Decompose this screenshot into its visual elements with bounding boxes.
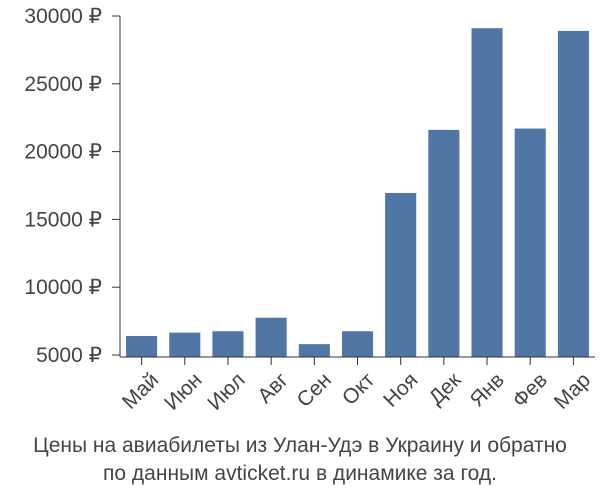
y-tick-label: 25000 ₽ — [24, 73, 102, 96]
bar-2 — [169, 332, 201, 357]
bar-1 — [126, 336, 158, 357]
x-tick-label: Авг — [253, 368, 293, 408]
bar-6 — [341, 331, 374, 357]
x-tick-label: Июл — [203, 368, 249, 414]
bar-4 — [255, 317, 287, 357]
bar-8 — [428, 129, 460, 357]
x-tick-label: Янв — [466, 368, 509, 411]
x-tick-label: Окт — [338, 368, 380, 410]
bars — [126, 28, 589, 357]
bar-9 — [471, 28, 503, 357]
chart-caption-line-2: по данным avticket.ru в динамике за год. — [103, 462, 497, 485]
y-tick-label: 20000 ₽ — [24, 141, 102, 164]
y-tick-label: 10000 ₽ — [24, 276, 102, 299]
y-tick-label: 5000 ₽ — [36, 344, 102, 367]
bar-10 — [514, 128, 546, 357]
bar-3 — [212, 331, 244, 357]
x-tick-label: Июн — [160, 368, 206, 414]
y-tick-label: 15000 ₽ — [24, 208, 102, 231]
bar-5 — [298, 344, 330, 357]
bar-7 — [385, 192, 417, 357]
x-tick-label: Фев — [508, 368, 552, 412]
bar-11 — [557, 30, 589, 357]
x-tick-label: Ноя — [379, 368, 422, 411]
y-axis-ticks: 5000 ₽ 10000 ₽ 15000 ₽ 20000 ₽ 25000 ₽ 30000 … — [24, 5, 120, 367]
y-tick-label: 30000 ₽ — [24, 5, 102, 28]
x-tick-label: Сен — [293, 368, 336, 411]
chart-caption-line-1: Цены на авиабилеты из Улан-Удэ в Украину… — [33, 434, 567, 457]
x-tick-label: Мар — [550, 368, 595, 413]
x-tick-label: Дек — [425, 368, 467, 410]
x-tick-label: Май — [118, 368, 163, 413]
